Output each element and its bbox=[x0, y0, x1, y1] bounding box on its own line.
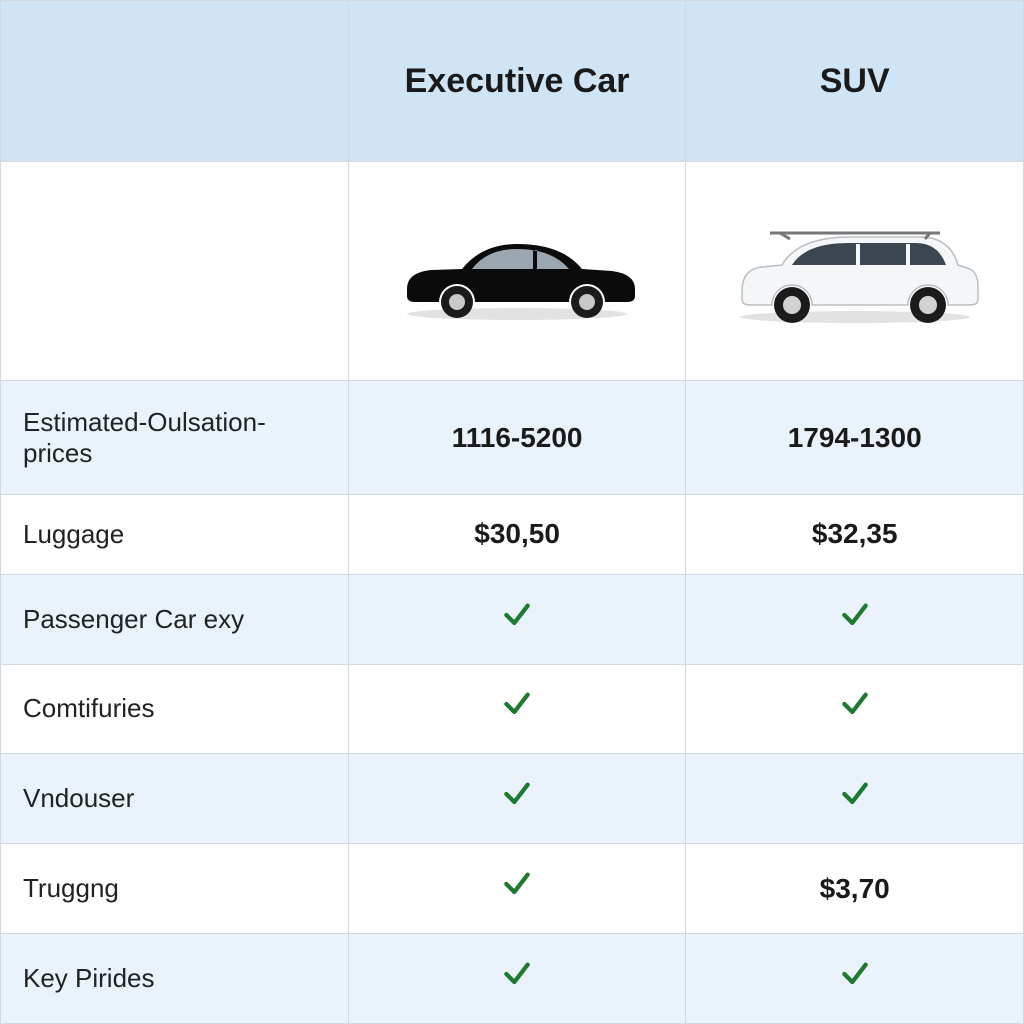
row-label: Key Pirides bbox=[1, 934, 349, 1024]
table-row: Estimated-Oulsation-prices1116-52001794-… bbox=[1, 381, 1024, 495]
header-col-suv: SUV bbox=[686, 1, 1024, 162]
row-value-executive bbox=[348, 754, 686, 844]
row-value-suv: $32,35 bbox=[686, 495, 1024, 574]
row-value-executive bbox=[348, 844, 686, 934]
row-value-suv bbox=[686, 934, 1024, 1024]
row-label: Estimated-Oulsation-prices bbox=[1, 381, 349, 495]
table-row: Passenger Car exy bbox=[1, 574, 1024, 664]
table-row: Luggage$30,50$32,35 bbox=[1, 495, 1024, 574]
row-value-executive bbox=[348, 934, 686, 1024]
header-empty bbox=[1, 1, 349, 162]
row-value-suv bbox=[686, 664, 1024, 754]
check-icon bbox=[839, 601, 871, 639]
check-icon bbox=[501, 601, 533, 639]
header-row: Executive Car SUV bbox=[1, 1, 1024, 162]
table-row: Key Pirides bbox=[1, 934, 1024, 1024]
header-col-executive: Executive Car bbox=[348, 1, 686, 162]
image-row bbox=[1, 162, 1024, 381]
row-value-suv: 1794-1300 bbox=[686, 381, 1024, 495]
row-value-executive bbox=[348, 574, 686, 664]
row-value-suv bbox=[686, 754, 1024, 844]
sedan-icon bbox=[387, 214, 647, 324]
row-value-suv: $3,70 bbox=[686, 844, 1024, 934]
row-value-suv bbox=[686, 574, 1024, 664]
table-row: Truggng $3,70 bbox=[1, 844, 1024, 934]
table-row: Vndouser bbox=[1, 754, 1024, 844]
row-label: Truggng bbox=[1, 844, 349, 934]
row-label: Comtifuries bbox=[1, 664, 349, 754]
check-icon bbox=[501, 690, 533, 728]
check-icon bbox=[839, 780, 871, 818]
row-value-executive: 1116-5200 bbox=[348, 381, 686, 495]
check-icon bbox=[839, 960, 871, 998]
car-image-executive bbox=[348, 162, 686, 381]
row-label: Passenger Car exy bbox=[1, 574, 349, 664]
image-row-empty bbox=[1, 162, 349, 381]
check-icon bbox=[501, 780, 533, 818]
car-image-suv bbox=[686, 162, 1024, 381]
check-icon bbox=[839, 690, 871, 728]
row-label: Vndouser bbox=[1, 754, 349, 844]
row-label: Luggage bbox=[1, 495, 349, 574]
check-icon bbox=[501, 870, 533, 908]
row-value-executive: $30,50 bbox=[348, 495, 686, 574]
check-icon bbox=[501, 960, 533, 998]
suv-icon bbox=[720, 209, 990, 329]
table-row: Comtifuries bbox=[1, 664, 1024, 754]
comparison-table: Executive Car SUV bbox=[0, 0, 1024, 1024]
row-value-executive bbox=[348, 664, 686, 754]
